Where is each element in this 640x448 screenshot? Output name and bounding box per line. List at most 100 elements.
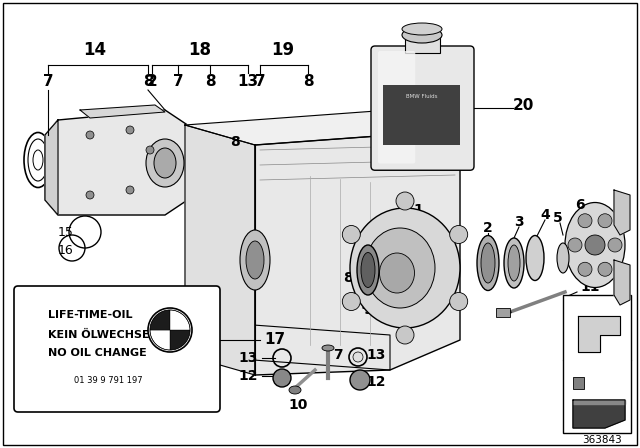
Ellipse shape bbox=[357, 245, 379, 295]
Polygon shape bbox=[573, 400, 625, 428]
Circle shape bbox=[353, 352, 363, 362]
Ellipse shape bbox=[557, 243, 569, 273]
Bar bbox=[496, 308, 510, 317]
FancyBboxPatch shape bbox=[378, 51, 415, 164]
Text: 8: 8 bbox=[205, 74, 215, 90]
Circle shape bbox=[396, 326, 414, 344]
Text: 19: 19 bbox=[271, 41, 294, 59]
Text: 10: 10 bbox=[288, 398, 308, 412]
Ellipse shape bbox=[477, 236, 499, 290]
Text: 16: 16 bbox=[58, 244, 74, 257]
Ellipse shape bbox=[146, 139, 184, 187]
Text: 3: 3 bbox=[514, 215, 524, 229]
Wedge shape bbox=[150, 330, 170, 350]
Text: 4: 4 bbox=[540, 208, 550, 222]
Text: NO OIL CHANGE: NO OIL CHANGE bbox=[48, 348, 147, 358]
Ellipse shape bbox=[350, 208, 460, 328]
Circle shape bbox=[342, 225, 360, 244]
Text: 20: 20 bbox=[512, 98, 534, 112]
FancyBboxPatch shape bbox=[14, 286, 220, 412]
Bar bbox=[405, 35, 440, 53]
Ellipse shape bbox=[402, 27, 442, 43]
Circle shape bbox=[146, 146, 154, 154]
Text: 13: 13 bbox=[238, 351, 258, 365]
Text: 15: 15 bbox=[58, 225, 74, 238]
Text: 2: 2 bbox=[147, 74, 157, 90]
Bar bbox=[563, 295, 631, 433]
Ellipse shape bbox=[504, 238, 524, 288]
Ellipse shape bbox=[240, 230, 270, 290]
Text: 9: 9 bbox=[360, 298, 370, 312]
Text: 7: 7 bbox=[255, 74, 266, 90]
Circle shape bbox=[578, 262, 592, 276]
Circle shape bbox=[126, 186, 134, 194]
Text: 8: 8 bbox=[303, 74, 314, 90]
Circle shape bbox=[450, 293, 468, 310]
Circle shape bbox=[598, 262, 612, 276]
Circle shape bbox=[585, 235, 605, 255]
Text: 8: 8 bbox=[343, 271, 353, 285]
Text: 15: 15 bbox=[570, 361, 589, 375]
Polygon shape bbox=[614, 190, 630, 235]
Ellipse shape bbox=[365, 228, 435, 308]
Polygon shape bbox=[185, 110, 460, 145]
Text: 14: 14 bbox=[83, 41, 107, 59]
Polygon shape bbox=[80, 105, 165, 118]
FancyBboxPatch shape bbox=[371, 46, 474, 170]
Circle shape bbox=[568, 238, 582, 252]
Circle shape bbox=[86, 131, 94, 139]
Text: 12: 12 bbox=[238, 369, 258, 383]
Ellipse shape bbox=[154, 148, 176, 178]
Text: 13: 13 bbox=[366, 348, 386, 362]
Text: 8: 8 bbox=[230, 135, 240, 149]
Wedge shape bbox=[150, 310, 170, 330]
Circle shape bbox=[350, 370, 370, 390]
Text: 12: 12 bbox=[366, 375, 386, 389]
Text: 9: 9 bbox=[363, 303, 373, 317]
Ellipse shape bbox=[565, 202, 625, 288]
Circle shape bbox=[126, 126, 134, 134]
Circle shape bbox=[342, 293, 360, 310]
Text: 6: 6 bbox=[575, 198, 585, 212]
Bar bbox=[383, 85, 460, 145]
Text: 13: 13 bbox=[237, 74, 259, 90]
Wedge shape bbox=[170, 310, 190, 330]
Text: 7: 7 bbox=[173, 74, 183, 90]
Text: 363843: 363843 bbox=[582, 435, 622, 445]
Circle shape bbox=[578, 214, 592, 228]
Text: 8: 8 bbox=[143, 74, 154, 90]
Text: 01 39 9 791 197: 01 39 9 791 197 bbox=[74, 376, 142, 385]
Ellipse shape bbox=[380, 253, 415, 293]
Ellipse shape bbox=[372, 215, 408, 285]
Polygon shape bbox=[255, 130, 460, 375]
Ellipse shape bbox=[402, 23, 442, 35]
Polygon shape bbox=[185, 125, 255, 375]
Polygon shape bbox=[45, 110, 195, 215]
Circle shape bbox=[273, 369, 291, 387]
Ellipse shape bbox=[289, 386, 301, 394]
Text: 18: 18 bbox=[189, 41, 211, 59]
Circle shape bbox=[396, 192, 414, 210]
Text: 11: 11 bbox=[580, 280, 600, 294]
Text: 7: 7 bbox=[43, 74, 53, 90]
Text: 16: 16 bbox=[570, 298, 589, 312]
Circle shape bbox=[148, 308, 192, 352]
Ellipse shape bbox=[361, 253, 375, 288]
Polygon shape bbox=[614, 260, 630, 305]
Circle shape bbox=[608, 238, 622, 252]
Ellipse shape bbox=[322, 345, 334, 351]
Text: 1: 1 bbox=[413, 203, 423, 217]
Wedge shape bbox=[170, 330, 190, 350]
Polygon shape bbox=[45, 120, 58, 215]
Polygon shape bbox=[573, 400, 625, 404]
Ellipse shape bbox=[481, 243, 495, 283]
Text: KEIN ÖLWECHSEL: KEIN ÖLWECHSEL bbox=[48, 330, 157, 340]
Text: 7: 7 bbox=[333, 348, 343, 362]
Circle shape bbox=[86, 191, 94, 199]
Bar bbox=[573, 377, 584, 389]
Polygon shape bbox=[578, 316, 620, 352]
Text: 5: 5 bbox=[553, 211, 563, 225]
Ellipse shape bbox=[508, 245, 520, 281]
Text: LIFE-TIME-OIL: LIFE-TIME-OIL bbox=[48, 310, 132, 320]
Text: BMW Fluids: BMW Fluids bbox=[406, 95, 438, 99]
